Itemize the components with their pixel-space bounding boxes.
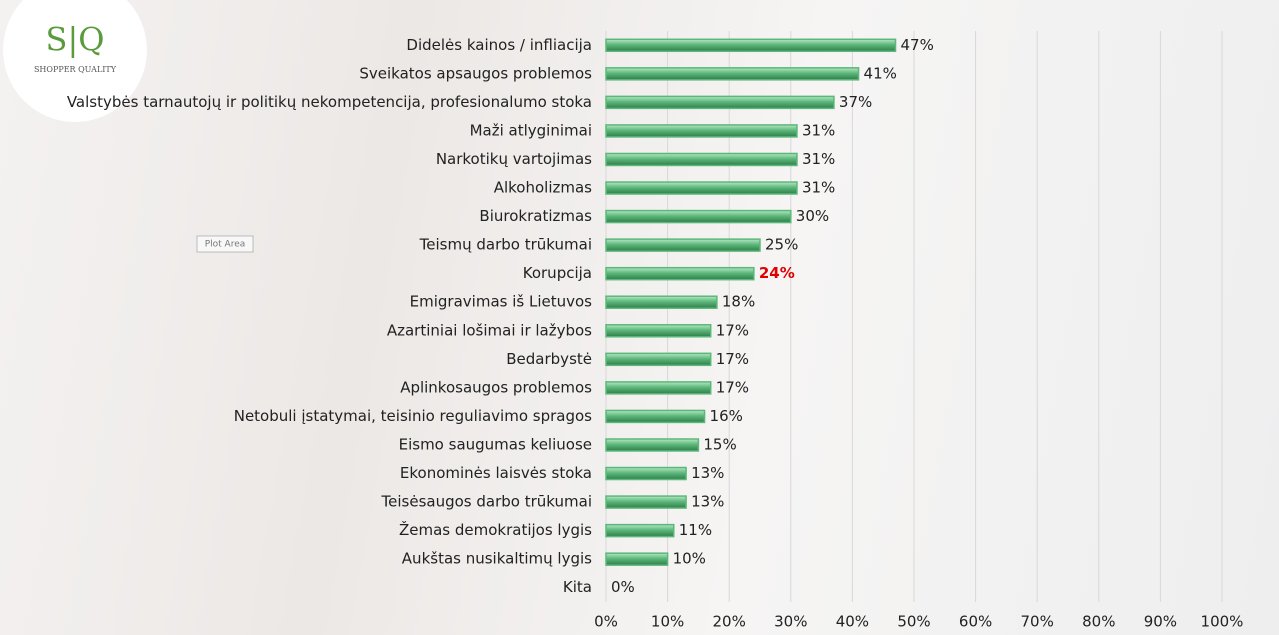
bar [605,381,712,395]
value-label: 31% [802,150,835,168]
category-label: Azartiniai lošimai ir lažybos [387,321,592,339]
x-tick-label: 70% [1021,613,1054,631]
x-tick-label: 40% [836,613,869,631]
category-label: Ekonominės laisvės stoka [400,464,592,482]
value-label: 17% [716,350,749,368]
value-label: 25% [765,236,798,254]
value-label: 17% [716,321,749,339]
category-label: Maži atlyginimai [470,121,592,139]
value-label: 0% [611,578,635,596]
category-label: Bedarbystė [506,350,592,368]
value-label: 18% [722,293,755,311]
category-label: Korupcija [523,264,592,282]
category-label: Aplinkosaugos problemos [400,378,592,396]
x-tick-label: 30% [774,613,807,631]
tooltip: Plot Area [205,240,246,250]
x-tick-label: 50% [897,613,930,631]
value-label: 11% [679,521,712,539]
x-tick-label: 20% [713,613,746,631]
value-label: 13% [691,493,724,511]
bar [605,152,798,167]
bar [605,495,687,509]
logo-name: SHOPPER QUALITY [34,65,117,74]
value-label: 31% [802,121,835,139]
category-label: Teisėsaugos darbo trūkumai [381,493,592,511]
category-label: Sveikatos apsaugos problemos [359,64,592,82]
value-label: 24% [759,264,795,282]
x-tick-label: 100% [1201,613,1244,631]
bar [605,409,706,424]
bar [605,238,761,252]
category-label: Žemas demokratijos lygis [399,520,592,539]
bar [605,552,669,566]
bar [605,466,687,481]
tooltip-box [196,235,254,253]
bar [605,124,798,138]
logo-mark: S|Q [46,21,105,59]
bar [605,295,718,309]
value-label: 47% [901,36,934,54]
value-label: 30% [796,207,829,225]
bar [605,266,755,281]
bar [605,209,792,224]
value-label: 31% [802,179,835,197]
x-tick-label: 60% [959,613,992,631]
x-tick-label: 0% [594,613,618,631]
category-label: Netobuli įstatymai, teisinio reguliavimo… [234,407,592,425]
value-label: 10% [673,550,706,568]
category-label: Kita [563,578,592,596]
category-label: Biurokratizmas [479,207,592,225]
category-label: Emigravimas iš Lietuvos [410,293,593,311]
value-label: 17% [716,378,749,396]
category-label: Didelės kainos / infliacija [406,36,592,54]
x-tick-label: 10% [651,613,684,631]
bar [605,523,675,538]
bar [605,438,700,452]
bar [605,67,860,81]
category-label: Teismų darbo trūkumai [419,236,592,254]
category-label: Narkotikų vartojimas [436,150,592,168]
category-label: Eismo saugumas keliuose [399,435,592,453]
logo-bg [3,0,147,122]
bar [605,95,835,110]
x-tick-label: 90% [1144,613,1177,631]
x-tick-label: 80% [1082,613,1115,631]
value-label: 16% [710,407,743,425]
category-label: Valstybės tarnautojų ir politikų nekompe… [67,93,592,111]
category-label: Aukštas nusikaltimų lygis [402,550,592,568]
bar [605,352,712,367]
value-label: 13% [691,464,724,482]
bar [605,324,712,338]
bar [605,181,798,195]
value-label: 41% [864,64,897,82]
category-label: Alkoholizmas [494,179,592,197]
value-label: 37% [839,93,872,111]
value-label: 15% [703,435,736,453]
bar [605,38,897,53]
